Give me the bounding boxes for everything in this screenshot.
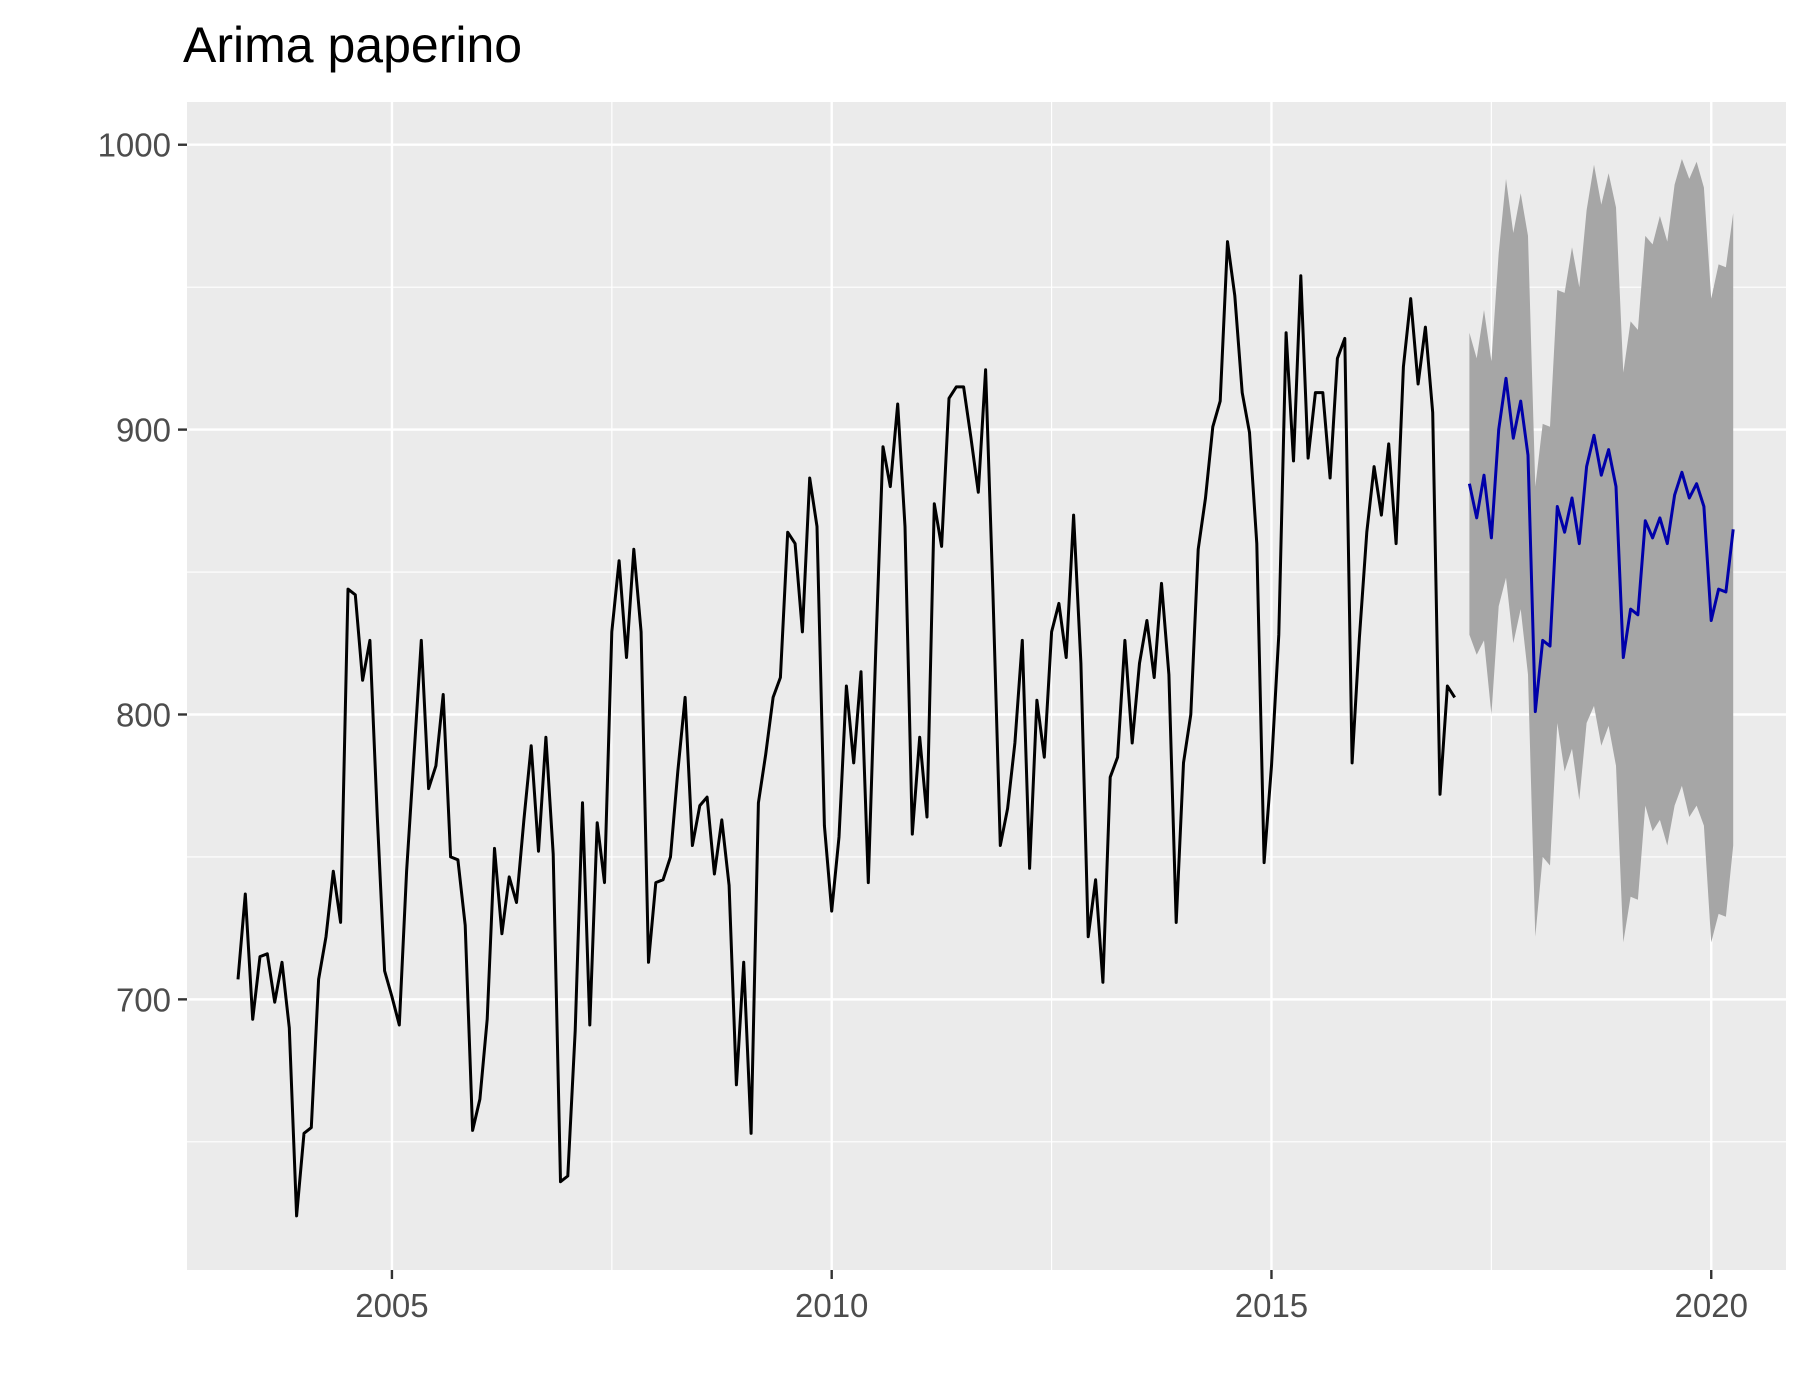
forecast-line	[1467, 376, 1735, 714]
x-tick-label: 2015	[1235, 1287, 1308, 1324]
chart-title: Arima paperino	[183, 17, 522, 73]
y-tick-label: 700	[116, 981, 171, 1018]
y-tick-label: 1000	[98, 127, 171, 164]
axes: 2005 2010 2015 2020 700 800 900 1000	[98, 127, 1748, 1324]
prediction-band-area	[1469, 159, 1734, 943]
series-lines	[236, 240, 1735, 1218]
y-tick-label: 900	[116, 412, 171, 449]
y-tick-label: 800	[116, 696, 171, 733]
observed-line	[236, 240, 1456, 1218]
prediction-interval-band	[1469, 159, 1734, 943]
x-tick-label: 2020	[1675, 1287, 1748, 1324]
x-tick-label: 2010	[795, 1287, 868, 1324]
x-tick-label: 2005	[355, 1287, 428, 1324]
